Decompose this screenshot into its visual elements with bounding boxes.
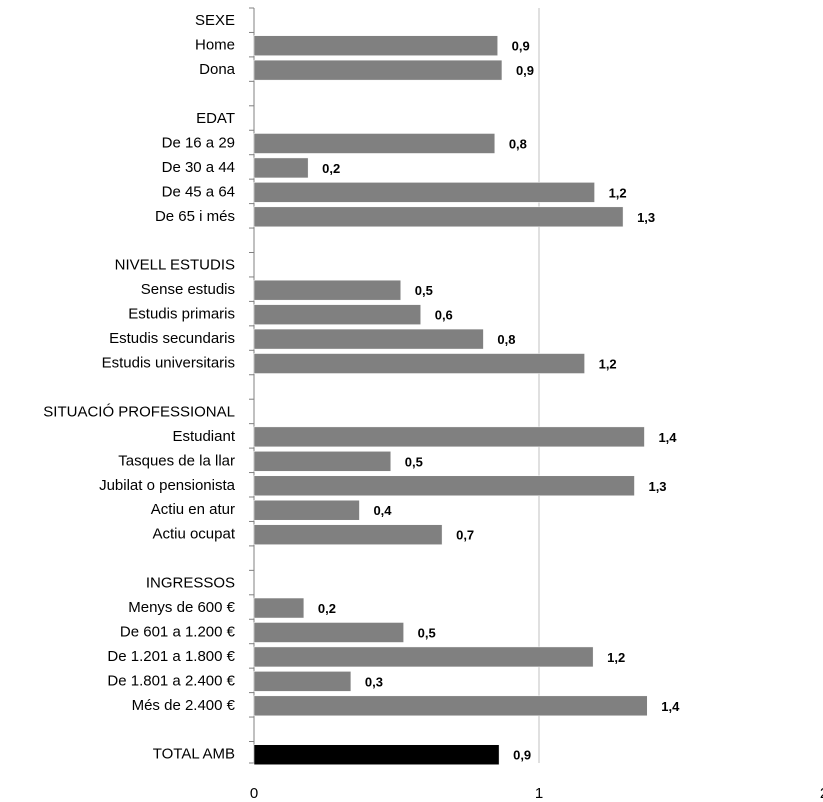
data-label: 0,9 <box>512 39 530 54</box>
data-label: 1,2 <box>609 185 627 200</box>
bar <box>253 695 648 717</box>
category-label: Sense estudis <box>141 281 235 298</box>
x-axis-ticks: 0 1 2 <box>250 785 823 802</box>
data-label: 1,2 <box>599 357 617 372</box>
bar <box>253 499 360 521</box>
data-label: 0,5 <box>415 283 433 298</box>
data-label: 0,2 <box>322 161 340 176</box>
bar <box>253 59 503 81</box>
category-label: Estudis universitaris <box>102 355 235 372</box>
category-label: De 601 a 1.200 € <box>120 623 236 640</box>
category-label: Estudis primaris <box>128 306 235 323</box>
category-label: Actiu ocupat <box>152 526 235 543</box>
category-label: De 1.801 a 2.400 € <box>107 672 235 689</box>
category-label: De 45 a 64 <box>162 183 235 200</box>
data-label: 1,3 <box>648 479 666 494</box>
category-label: Home <box>195 37 235 54</box>
category-label: Actiu en atur <box>151 501 235 518</box>
group-header: SEXE <box>195 12 235 29</box>
category-label: Jubilat o pensionista <box>99 477 236 494</box>
x-tick-label: 2 <box>820 785 823 802</box>
category-label: De 16 a 29 <box>162 134 235 151</box>
bar <box>253 133 496 154</box>
bar <box>253 426 645 448</box>
bar <box>253 451 392 472</box>
data-label: 0,6 <box>435 308 453 323</box>
data-label: 0,9 <box>516 63 534 78</box>
category-label: Més de 2.400 € <box>132 697 236 714</box>
group-header: NIVELL ESTUDIS <box>115 257 235 274</box>
data-label: 0,5 <box>418 625 436 640</box>
category-label: TOTAL AMB <box>153 746 235 763</box>
bar <box>253 35 498 56</box>
group-header: INGRESSOS <box>146 575 235 592</box>
x-tick-label: 0 <box>250 785 258 802</box>
data-label: 1,2 <box>607 650 625 665</box>
category-label: Dona <box>199 61 236 78</box>
bar <box>253 206 624 228</box>
bar <box>253 671 352 692</box>
group-header: EDAT <box>196 110 235 127</box>
data-label: 0,7 <box>456 528 474 543</box>
bar <box>253 182 595 203</box>
bars <box>253 35 648 765</box>
bar <box>253 475 635 497</box>
category-label: De 1.201 a 1.800 € <box>107 648 235 665</box>
data-label: 1,3 <box>637 210 655 225</box>
data-label: 0,3 <box>365 674 383 689</box>
data-label: 0,8 <box>497 332 515 347</box>
data-label: 0,2 <box>318 601 336 616</box>
bar <box>253 622 404 643</box>
x-tick-label: 1 <box>535 785 543 802</box>
bar <box>253 279 402 301</box>
bar <box>253 353 585 374</box>
bar <box>253 597 305 619</box>
bar <box>253 157 309 179</box>
data-label: 0,9 <box>513 748 531 763</box>
data-label: 1,4 <box>658 430 677 445</box>
category-label: Estudiant <box>172 428 235 445</box>
category-label: De 65 i més <box>155 208 235 225</box>
data-label: 0,4 <box>373 503 392 518</box>
data-label: 0,8 <box>509 136 527 151</box>
data-label: 1,4 <box>661 699 680 714</box>
bar <box>253 646 594 668</box>
bar <box>253 524 443 545</box>
category-label: Tasques de la llar <box>118 452 235 469</box>
total-bar <box>253 744 500 765</box>
group-header: SITUACIÓ PROFESSIONAL <box>43 403 235 420</box>
category-label: Estudis secundaris <box>109 330 235 347</box>
bar <box>253 304 421 325</box>
category-label: Menys de 600 € <box>128 599 235 616</box>
data-label: 0,5 <box>405 454 423 469</box>
bar <box>253 328 484 350</box>
category-label: De 30 a 44 <box>162 159 235 176</box>
category-labels: SEXE Home Dona EDAT De 16 a 29 De 30 a 44 De 4… <box>43 12 236 763</box>
value-labels: 0,90,90,80,21,21,30,50,60,81,21,40,51,30… <box>318 39 680 763</box>
